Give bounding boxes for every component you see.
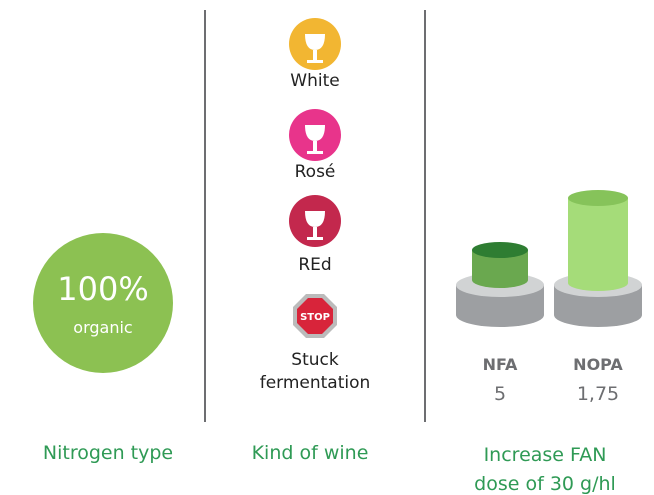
stop-icon: STOP bbox=[293, 294, 337, 338]
column-caption: Increase FAN dose of 30 g/hl bbox=[463, 441, 628, 495]
white-wine-icon bbox=[289, 18, 341, 70]
wine-kind: White bbox=[290, 70, 339, 93]
infographic: STOP 100% organic White Rosé REd Stuck f… bbox=[0, 0, 654, 495]
red-wine-icon bbox=[289, 195, 341, 247]
column-caption: Kind of wine bbox=[252, 441, 369, 467]
nfa-cylinder bbox=[456, 242, 544, 327]
stop-text: STOP bbox=[300, 312, 330, 323]
column-caption: Nitrogen type bbox=[43, 441, 173, 467]
wine-kind: Rosé bbox=[295, 161, 336, 184]
product-name: NOPA bbox=[573, 354, 623, 376]
product-name: NFA bbox=[483, 354, 518, 376]
badge-value: 100% bbox=[57, 273, 148, 305]
nopa-cylinder bbox=[554, 190, 642, 327]
wine-kind: REd bbox=[298, 254, 331, 277]
wine-kind: Stuck fermentation bbox=[250, 349, 380, 395]
rose-wine-icon bbox=[289, 109, 341, 161]
product-value: 1,75 bbox=[577, 382, 619, 408]
badge-label: organic bbox=[73, 320, 132, 336]
product-value: 5 bbox=[494, 382, 506, 408]
